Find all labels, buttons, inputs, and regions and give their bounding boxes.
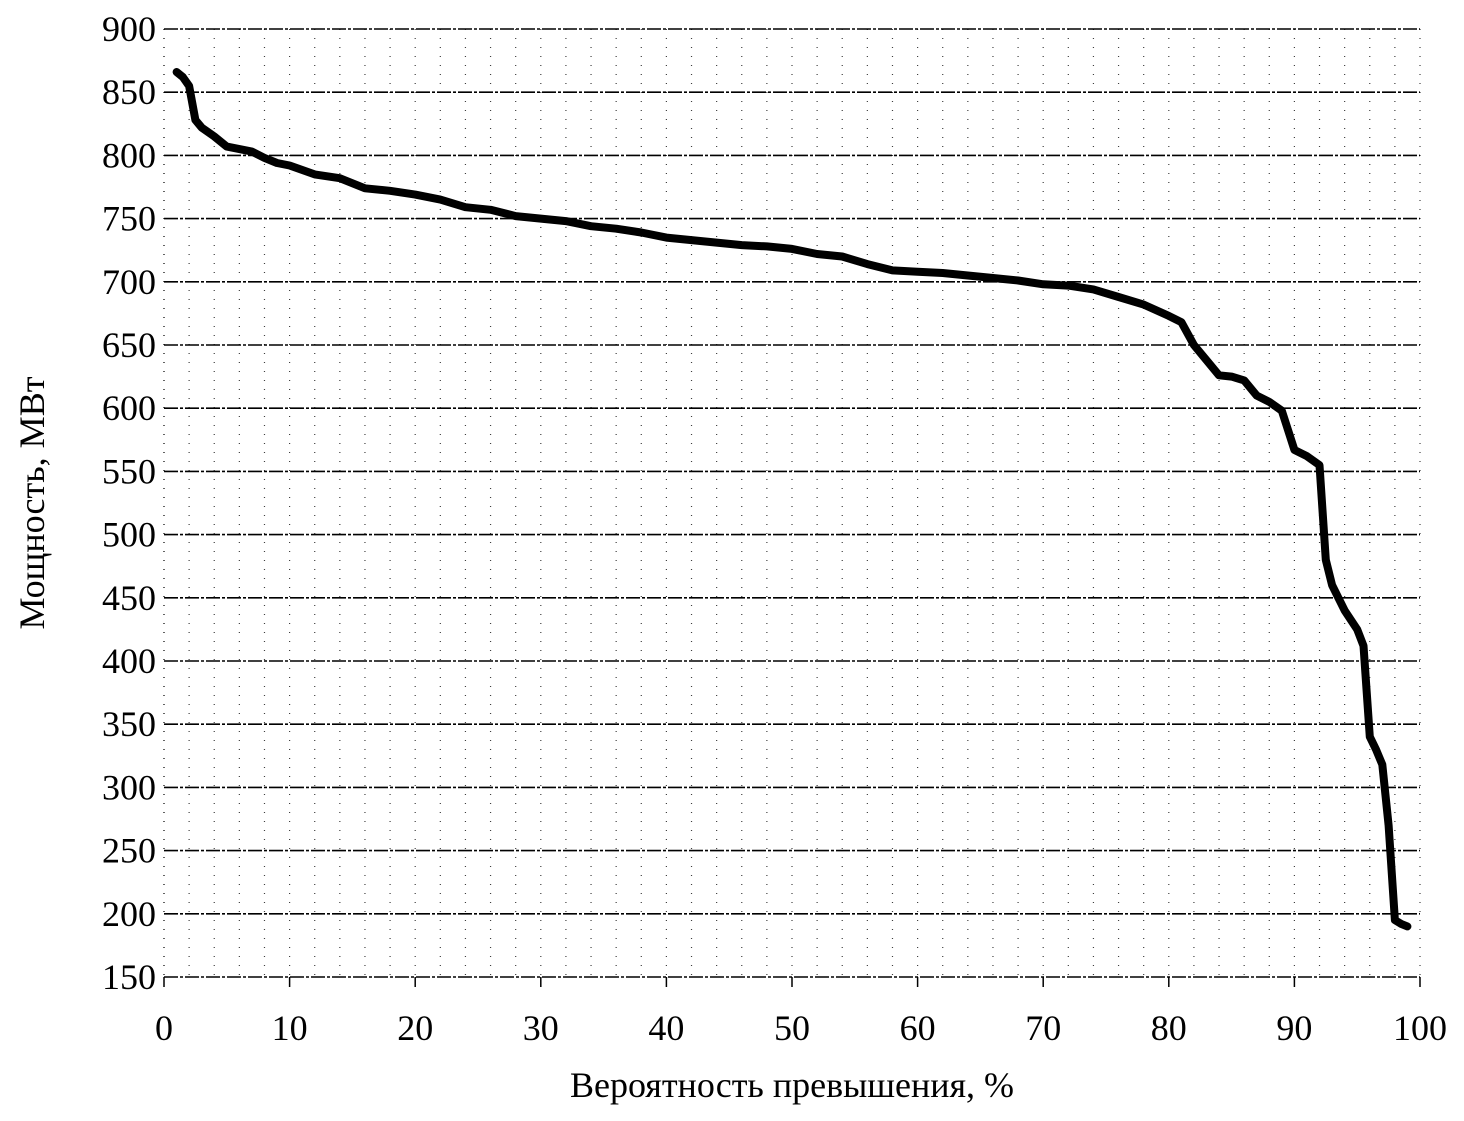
y-tick-label: 350	[102, 704, 156, 744]
y-tick-label: 750	[102, 199, 156, 239]
x-tick-label: 70	[1025, 1008, 1061, 1048]
y-tick-label: 450	[102, 578, 156, 618]
x-tick-label: 40	[648, 1008, 684, 1048]
y-tick-label: 800	[102, 135, 156, 175]
y-axis-title: Мощность, МВт	[12, 376, 52, 629]
x-tick-label: 50	[774, 1008, 810, 1048]
x-tick-label: 100	[1393, 1008, 1447, 1048]
x-tick-label: 60	[900, 1008, 936, 1048]
y-tick-label: 900	[102, 9, 156, 49]
x-tick-label: 10	[272, 1008, 308, 1048]
x-tick-label: 30	[523, 1008, 559, 1048]
minor-gridlines	[163, 29, 1421, 977]
x-tick-label: 90	[1276, 1008, 1312, 1048]
x-axis-ticks: 0 10 20 30 40 50 60 70 80 90 100	[155, 977, 1447, 1048]
y-tick-label: 700	[102, 262, 156, 302]
x-tick-label: 80	[1151, 1008, 1187, 1048]
x-tick-label: 0	[155, 1008, 173, 1048]
y-axis-ticks: 150 200 250 300 350 400 450 500 550 600 650 700 750 8…	[102, 9, 156, 997]
y-tick-label: 400	[102, 641, 156, 681]
y-tick-label: 250	[102, 831, 156, 871]
y-tick-label: 850	[102, 72, 156, 112]
y-tick-label: 500	[102, 515, 156, 555]
y-tick-label: 150	[102, 957, 156, 997]
y-tick-label: 300	[102, 767, 156, 807]
y-tick-label: 200	[102, 894, 156, 934]
y-tick-label: 600	[102, 388, 156, 428]
power-exceedance-curve	[172, 68, 1412, 931]
y-tick-label: 550	[102, 451, 156, 491]
x-axis-title: Вероятность превышения, %	[570, 1065, 1014, 1105]
major-gridlines	[163, 28, 1420, 978]
x-tick-label: 20	[397, 1008, 433, 1048]
y-tick-label: 650	[102, 325, 156, 365]
